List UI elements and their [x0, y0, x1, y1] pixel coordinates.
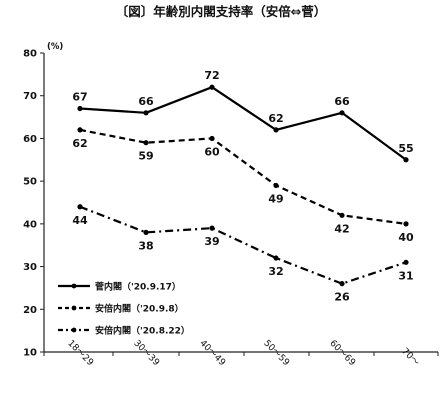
data-point: [77, 105, 83, 112]
data-label: 42: [334, 222, 349, 235]
y-tick-label: 30: [23, 262, 37, 273]
data-point: [273, 182, 279, 189]
data-point: [273, 255, 279, 261]
y-tick-label: 10: [23, 348, 37, 359]
legend-label: 安倍内閣（'20.9.8）: [95, 303, 184, 315]
data-label: 59: [138, 150, 153, 163]
legend-item-3: 安倍内閣（'20.8.22）: [58, 325, 190, 337]
data-point: [209, 84, 215, 90]
y-tick-label: 60: [23, 134, 37, 145]
data-label: 44: [72, 214, 88, 227]
data-point: [143, 140, 149, 146]
data-point: [209, 135, 215, 142]
data-label: 62: [268, 112, 283, 125]
data-label: 32: [268, 265, 283, 278]
data-point: [209, 225, 215, 231]
data-label: 66: [138, 95, 154, 108]
series-line: [79, 128, 407, 225]
data-label: 67: [72, 91, 87, 104]
data-point: [339, 212, 345, 218]
y-tick-label: 80: [23, 49, 37, 60]
x-tick-label: 50～59: [261, 338, 291, 368]
data-point: [273, 127, 279, 133]
data-label: 40: [398, 231, 414, 244]
y-tick-label: 70: [23, 91, 37, 102]
chart-title: 〔図〕年齢別内閣支持率（安倍⇔菅）: [116, 4, 326, 19]
data-point: [339, 281, 345, 287]
data-point: [77, 204, 83, 210]
data-label: 39: [204, 235, 219, 248]
data-label: 31: [398, 269, 413, 282]
legend-item-1: 菅内閣（'20.9.17）: [58, 281, 181, 293]
data-label: 49: [268, 192, 283, 205]
y-tick-label: 50: [23, 177, 37, 188]
legend-item-2: 安倍内閣（'20.9.8）: [58, 303, 184, 315]
series-2: 62 59 60 49 42 40: [72, 127, 414, 244]
x-tick-label: 40～49: [197, 338, 227, 368]
data-label: 60: [204, 145, 220, 158]
series-3: 44 38 39 32 26 31: [72, 204, 414, 304]
series-1: 67 66 72 62 66 55: [72, 69, 414, 163]
data-point: [403, 157, 409, 163]
legend-label: 菅内閣（'20.9.17）: [95, 281, 181, 293]
legend-label: 安倍内閣（'20.8.22）: [95, 325, 190, 337]
data-label: 55: [398, 142, 413, 155]
y-tick-label: 20: [23, 305, 37, 316]
y-tick-label: 40: [23, 219, 37, 230]
data-point: [403, 259, 409, 265]
legend-marker: [71, 283, 77, 289]
x-tick-label: 18～29: [65, 338, 95, 368]
x-tick-label: 30～39: [131, 338, 161, 368]
data-label: 72: [204, 69, 219, 82]
data-label: 26: [334, 291, 350, 304]
data-label: 62: [72, 137, 87, 150]
series-line: [79, 86, 407, 161]
legend-marker: [71, 305, 77, 311]
data-point: [77, 127, 83, 133]
legend: 菅内閣（'20.9.17） 安倍内閣（'20.9.8） 安倍内閣（'20.8.22）: [58, 281, 190, 337]
data-point: [339, 110, 345, 116]
data-point: [143, 110, 149, 116]
data-label: 38: [138, 239, 153, 252]
x-tick-label: 70～: [399, 347, 421, 369]
series-layer: 67 66 72 62 66 55 62 59 60 49 42 40 44 38 39 32 26 31: [72, 69, 414, 303]
legend-marker: [71, 327, 77, 333]
series-line: [79, 205, 407, 285]
y-unit-label: (%): [47, 42, 63, 52]
x-tick-label: 60～69: [327, 338, 357, 368]
data-point: [403, 221, 409, 227]
data-label: 66: [334, 95, 350, 108]
data-point: [143, 229, 149, 235]
